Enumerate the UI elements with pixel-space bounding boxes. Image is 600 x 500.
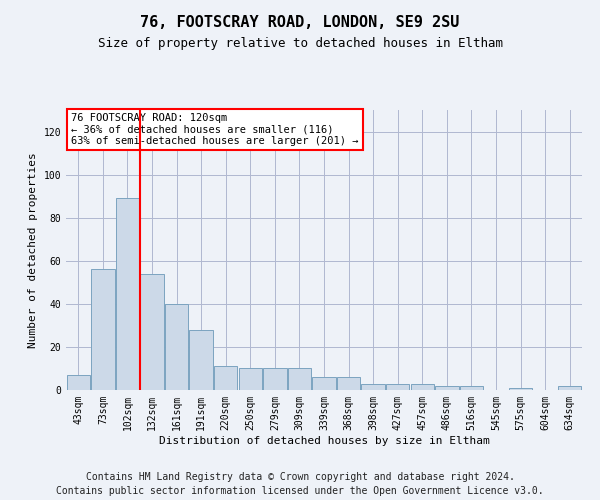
Bar (214, 366, 238, 390)
Bar (558, 386, 581, 390)
Y-axis label: Number of detached properties: Number of detached properties (28, 152, 38, 348)
Bar (91, 270, 115, 390)
Text: Contains HM Land Registry data © Crown copyright and database right 2024.: Contains HM Land Registry data © Crown c… (86, 472, 514, 482)
Bar (460, 386, 483, 390)
Text: 76 FOOTSCRAY ROAD: 120sqm
← 36% of detached houses are smaller (116)
63% of semi: 76 FOOTSCRAY ROAD: 120sqm ← 36% of detac… (71, 113, 359, 146)
Bar (288, 368, 311, 390)
Text: Contains public sector information licensed under the Open Government Licence v3: Contains public sector information licen… (56, 486, 544, 496)
Bar (67, 375, 90, 390)
X-axis label: Distribution of detached houses by size in Eltham: Distribution of detached houses by size … (158, 436, 490, 446)
Bar (140, 274, 164, 390)
Bar (263, 368, 287, 390)
Bar (337, 377, 360, 390)
Bar (239, 368, 262, 390)
Bar (361, 384, 385, 390)
Bar (509, 388, 532, 390)
Bar (435, 386, 458, 390)
Bar (116, 198, 139, 390)
Text: 76, FOOTSCRAY ROAD, LONDON, SE9 2SU: 76, FOOTSCRAY ROAD, LONDON, SE9 2SU (140, 15, 460, 30)
Bar (313, 377, 335, 390)
Bar (190, 330, 213, 390)
Bar (386, 384, 409, 390)
Bar (165, 304, 188, 390)
Text: Size of property relative to detached houses in Eltham: Size of property relative to detached ho… (97, 38, 503, 51)
Bar (410, 384, 434, 390)
